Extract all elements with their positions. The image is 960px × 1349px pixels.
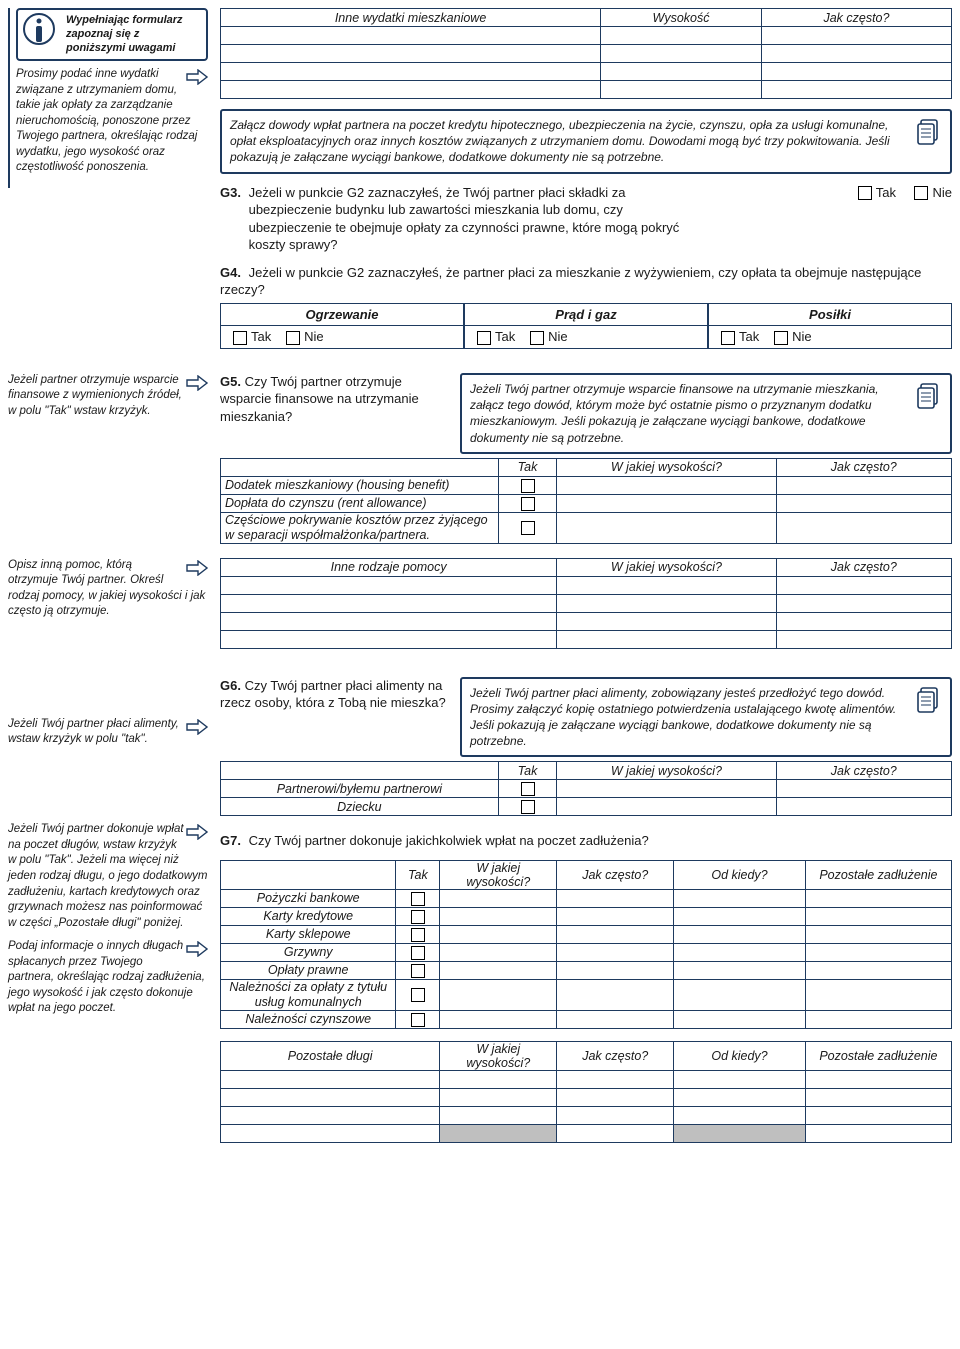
g4-options: Ogrzewanie Tak Nie Prąd i gaz Tak Nie Po… (220, 303, 952, 349)
g4-heating-no[interactable] (286, 331, 300, 345)
question-g7: G7. Czy Twój partner dokonuje jakichkolw… (220, 832, 952, 850)
g5-r3-chk[interactable] (521, 521, 535, 535)
attach-box-2: Jeżeli Twój partner otrzymuje wsparcie f… (460, 373, 952, 454)
table-other-debts: Pozostałe długi W jakiej wysokości? Jak … (220, 1041, 952, 1143)
g3-no-checkbox[interactable] (914, 186, 928, 200)
table-g6: Tak W jakiej wysokości? Jak często? Part… (220, 761, 952, 816)
side-note-4: Jeżeli Twój partner płaci alimenty, wsta… (8, 718, 179, 746)
side-note-6: Podaj informacje o innych długach spłaca… (8, 940, 205, 1014)
documents-icon (914, 117, 944, 147)
documents-icon (914, 685, 944, 715)
g4-heating-yes[interactable] (233, 331, 247, 345)
attach-box-1: Załącz dowody wpłat partnera na poczet k… (220, 109, 952, 174)
g7-r3-chk[interactable] (411, 928, 425, 942)
g4-meals-yes[interactable] (721, 331, 735, 345)
info-title: Wypełniając formularz zapoznaj się z pon… (66, 14, 200, 55)
g5-r2-chk[interactable] (521, 497, 535, 511)
table-other-help: Inne rodzaje pomocy W jakiej wysokości? … (220, 558, 952, 649)
g4-gas-yes[interactable] (477, 331, 491, 345)
question-g4: G4. Jeżeli w punkcie G2 zaznaczyłeś, że … (220, 264, 952, 349)
g5-r1-chk[interactable] (521, 479, 535, 493)
side-note-3: Opisz inną pomoc, którą otrzymuje Twój p… (8, 559, 205, 618)
g7-r4-chk[interactable] (411, 946, 425, 960)
g7-r2-chk[interactable] (411, 910, 425, 924)
arrow-icon (186, 69, 208, 85)
g7-r5-chk[interactable] (411, 964, 425, 978)
arrow-icon (186, 941, 208, 957)
question-g6: G6. Czy Twój partner płaci alimenty na r… (220, 677, 450, 712)
g7-r1-chk[interactable] (411, 892, 425, 906)
g7-r6-chk[interactable] (411, 988, 425, 1002)
g3-yes-checkbox[interactable] (858, 186, 872, 200)
table-g7: Tak W jakiej wysokości? Jak często? Od k… (220, 860, 952, 1029)
documents-icon (914, 381, 944, 411)
side-note-1: Prosimy podać inne wydatki związane z ut… (16, 68, 197, 173)
g4-gas-no[interactable] (530, 331, 544, 345)
attach-box-3: Jeżeli Twój partner płaci alimenty, zobo… (460, 677, 952, 758)
t1-h1: Inne wydatki mieszkaniowe (221, 9, 601, 27)
g7-r7-chk[interactable] (411, 1013, 425, 1027)
g6-r2-chk[interactable] (521, 800, 535, 814)
question-g3: Tak Nie G3. Jeżeli w punkcie G2 zaznaczy… (220, 184, 952, 254)
t1-h2: Wysokość (601, 9, 762, 27)
g4-meals-no[interactable] (774, 331, 788, 345)
arrow-icon (186, 824, 208, 840)
table-other-housing-expenses: Inne wydatki mieszkaniowe Wysokość Jak c… (220, 8, 952, 99)
grey-cell (674, 1124, 806, 1142)
info-icon (22, 12, 56, 54)
side-note-2: Jeżeli partner otrzymuje wsparcie finans… (8, 374, 182, 417)
info-box-top: Wypełniając formularz zapoznaj się z pon… (16, 8, 208, 61)
g6-r1-chk[interactable] (521, 782, 535, 796)
t1-h3: Jak często? (761, 9, 951, 27)
side-note-5: Jeżeli Twój partner dokonuje wpłat na po… (8, 823, 207, 928)
arrow-icon (186, 719, 208, 735)
arrow-icon (186, 375, 208, 391)
grey-cell (440, 1124, 557, 1142)
arrow-icon (186, 560, 208, 576)
table-g5: Tak W jakiej wysokości? Jak często? Doda… (220, 458, 952, 544)
question-g5: G5. Czy Twój partner otrzymuje wsparcie … (220, 373, 450, 426)
